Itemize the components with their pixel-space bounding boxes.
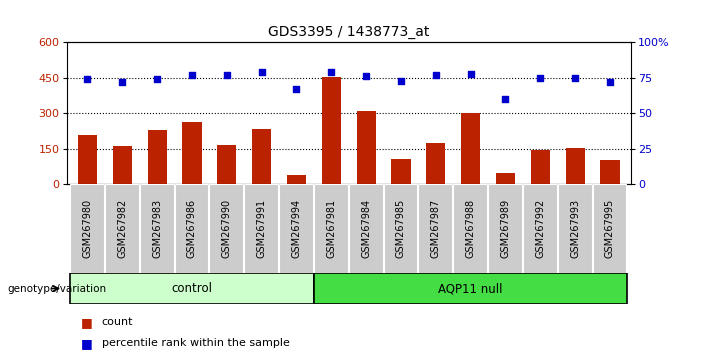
Point <box>500 96 511 102</box>
Text: GSM267993: GSM267993 <box>570 199 580 258</box>
Bar <box>217 145 236 184</box>
Text: GSM267987: GSM267987 <box>431 199 441 258</box>
Bar <box>496 173 515 184</box>
Text: control: control <box>172 282 212 295</box>
Bar <box>391 159 411 184</box>
Bar <box>488 184 522 273</box>
Bar <box>148 130 167 184</box>
Point <box>186 72 198 78</box>
Point <box>395 78 407 84</box>
Point <box>117 79 128 85</box>
Point <box>256 69 267 75</box>
Bar <box>314 273 627 304</box>
Bar <box>113 146 132 184</box>
Bar <box>523 184 557 273</box>
Text: GSM267984: GSM267984 <box>361 199 371 258</box>
Bar <box>418 184 452 273</box>
Point <box>326 69 337 75</box>
Text: ■: ■ <box>81 337 93 350</box>
Bar <box>461 113 480 184</box>
Bar <box>139 184 174 273</box>
Bar <box>314 184 348 273</box>
Bar <box>70 273 314 304</box>
Bar <box>531 150 550 184</box>
Bar <box>601 160 620 184</box>
Bar <box>287 175 306 184</box>
Point <box>151 76 163 82</box>
Bar <box>348 184 383 273</box>
Bar <box>566 148 585 184</box>
Text: GSM267995: GSM267995 <box>605 199 615 258</box>
Point <box>222 72 233 78</box>
Bar <box>279 184 313 273</box>
Point <box>569 75 580 81</box>
Bar <box>210 184 243 273</box>
Bar <box>70 184 104 273</box>
Bar <box>592 184 627 273</box>
Text: GSM267991: GSM267991 <box>257 199 266 258</box>
Bar <box>78 135 97 184</box>
Point <box>535 75 546 81</box>
Text: GSM267989: GSM267989 <box>501 199 510 258</box>
Bar <box>252 129 271 184</box>
Point <box>291 86 302 92</box>
Text: ■: ■ <box>81 316 93 329</box>
Point <box>604 79 615 85</box>
Point <box>82 76 93 82</box>
Text: GSM267986: GSM267986 <box>187 199 197 258</box>
Title: GDS3395 / 1438773_at: GDS3395 / 1438773_at <box>268 25 430 39</box>
Bar <box>454 184 487 273</box>
Text: GSM267980: GSM267980 <box>83 199 93 258</box>
Bar <box>558 184 592 273</box>
Text: GSM267981: GSM267981 <box>327 199 336 258</box>
Bar <box>357 111 376 184</box>
Text: GSM267990: GSM267990 <box>222 199 232 258</box>
Text: GSM267982: GSM267982 <box>117 199 128 258</box>
Point <box>465 71 476 76</box>
Text: percentile rank within the sample: percentile rank within the sample <box>102 338 290 348</box>
Text: GSM267988: GSM267988 <box>465 199 476 258</box>
Text: GSM267994: GSM267994 <box>292 199 301 258</box>
Point <box>360 74 372 79</box>
Bar <box>105 184 139 273</box>
Text: GSM267983: GSM267983 <box>152 199 162 258</box>
Text: GSM267992: GSM267992 <box>536 199 545 258</box>
Text: count: count <box>102 317 133 327</box>
Bar <box>182 121 202 184</box>
Bar <box>383 184 417 273</box>
Point <box>430 72 442 78</box>
Text: AQP11 null: AQP11 null <box>438 282 503 295</box>
Bar <box>426 143 445 184</box>
Text: GSM267985: GSM267985 <box>396 199 406 258</box>
Bar <box>322 77 341 184</box>
Text: genotype/variation: genotype/variation <box>7 284 106 293</box>
Bar <box>244 184 278 273</box>
Bar <box>175 184 208 273</box>
